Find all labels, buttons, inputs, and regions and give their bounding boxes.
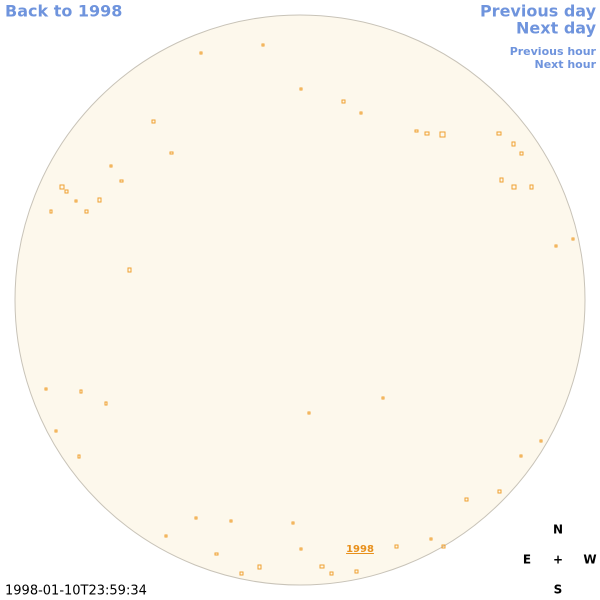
compass-center: + (553, 553, 563, 567)
back-link[interactable]: Back to 1998 (5, 2, 122, 21)
solar-disk (14, 14, 586, 586)
previous-hour-link[interactable]: Previous hour (510, 45, 597, 58)
compass-north: N (553, 523, 563, 537)
compass-west: W (583, 553, 596, 567)
previous-day-link[interactable]: Previous day (480, 2, 597, 21)
next-hour-link[interactable]: Next hour (535, 58, 597, 71)
compass-south: S (554, 583, 563, 597)
timestamp: 1998-01-10T23:59:34 (5, 584, 147, 599)
compass-east: E (523, 553, 531, 567)
feature-contours (44, 43, 575, 576)
next-day-link[interactable]: Next day (516, 19, 597, 38)
disk-label[interactable]: 1998 (346, 544, 374, 555)
